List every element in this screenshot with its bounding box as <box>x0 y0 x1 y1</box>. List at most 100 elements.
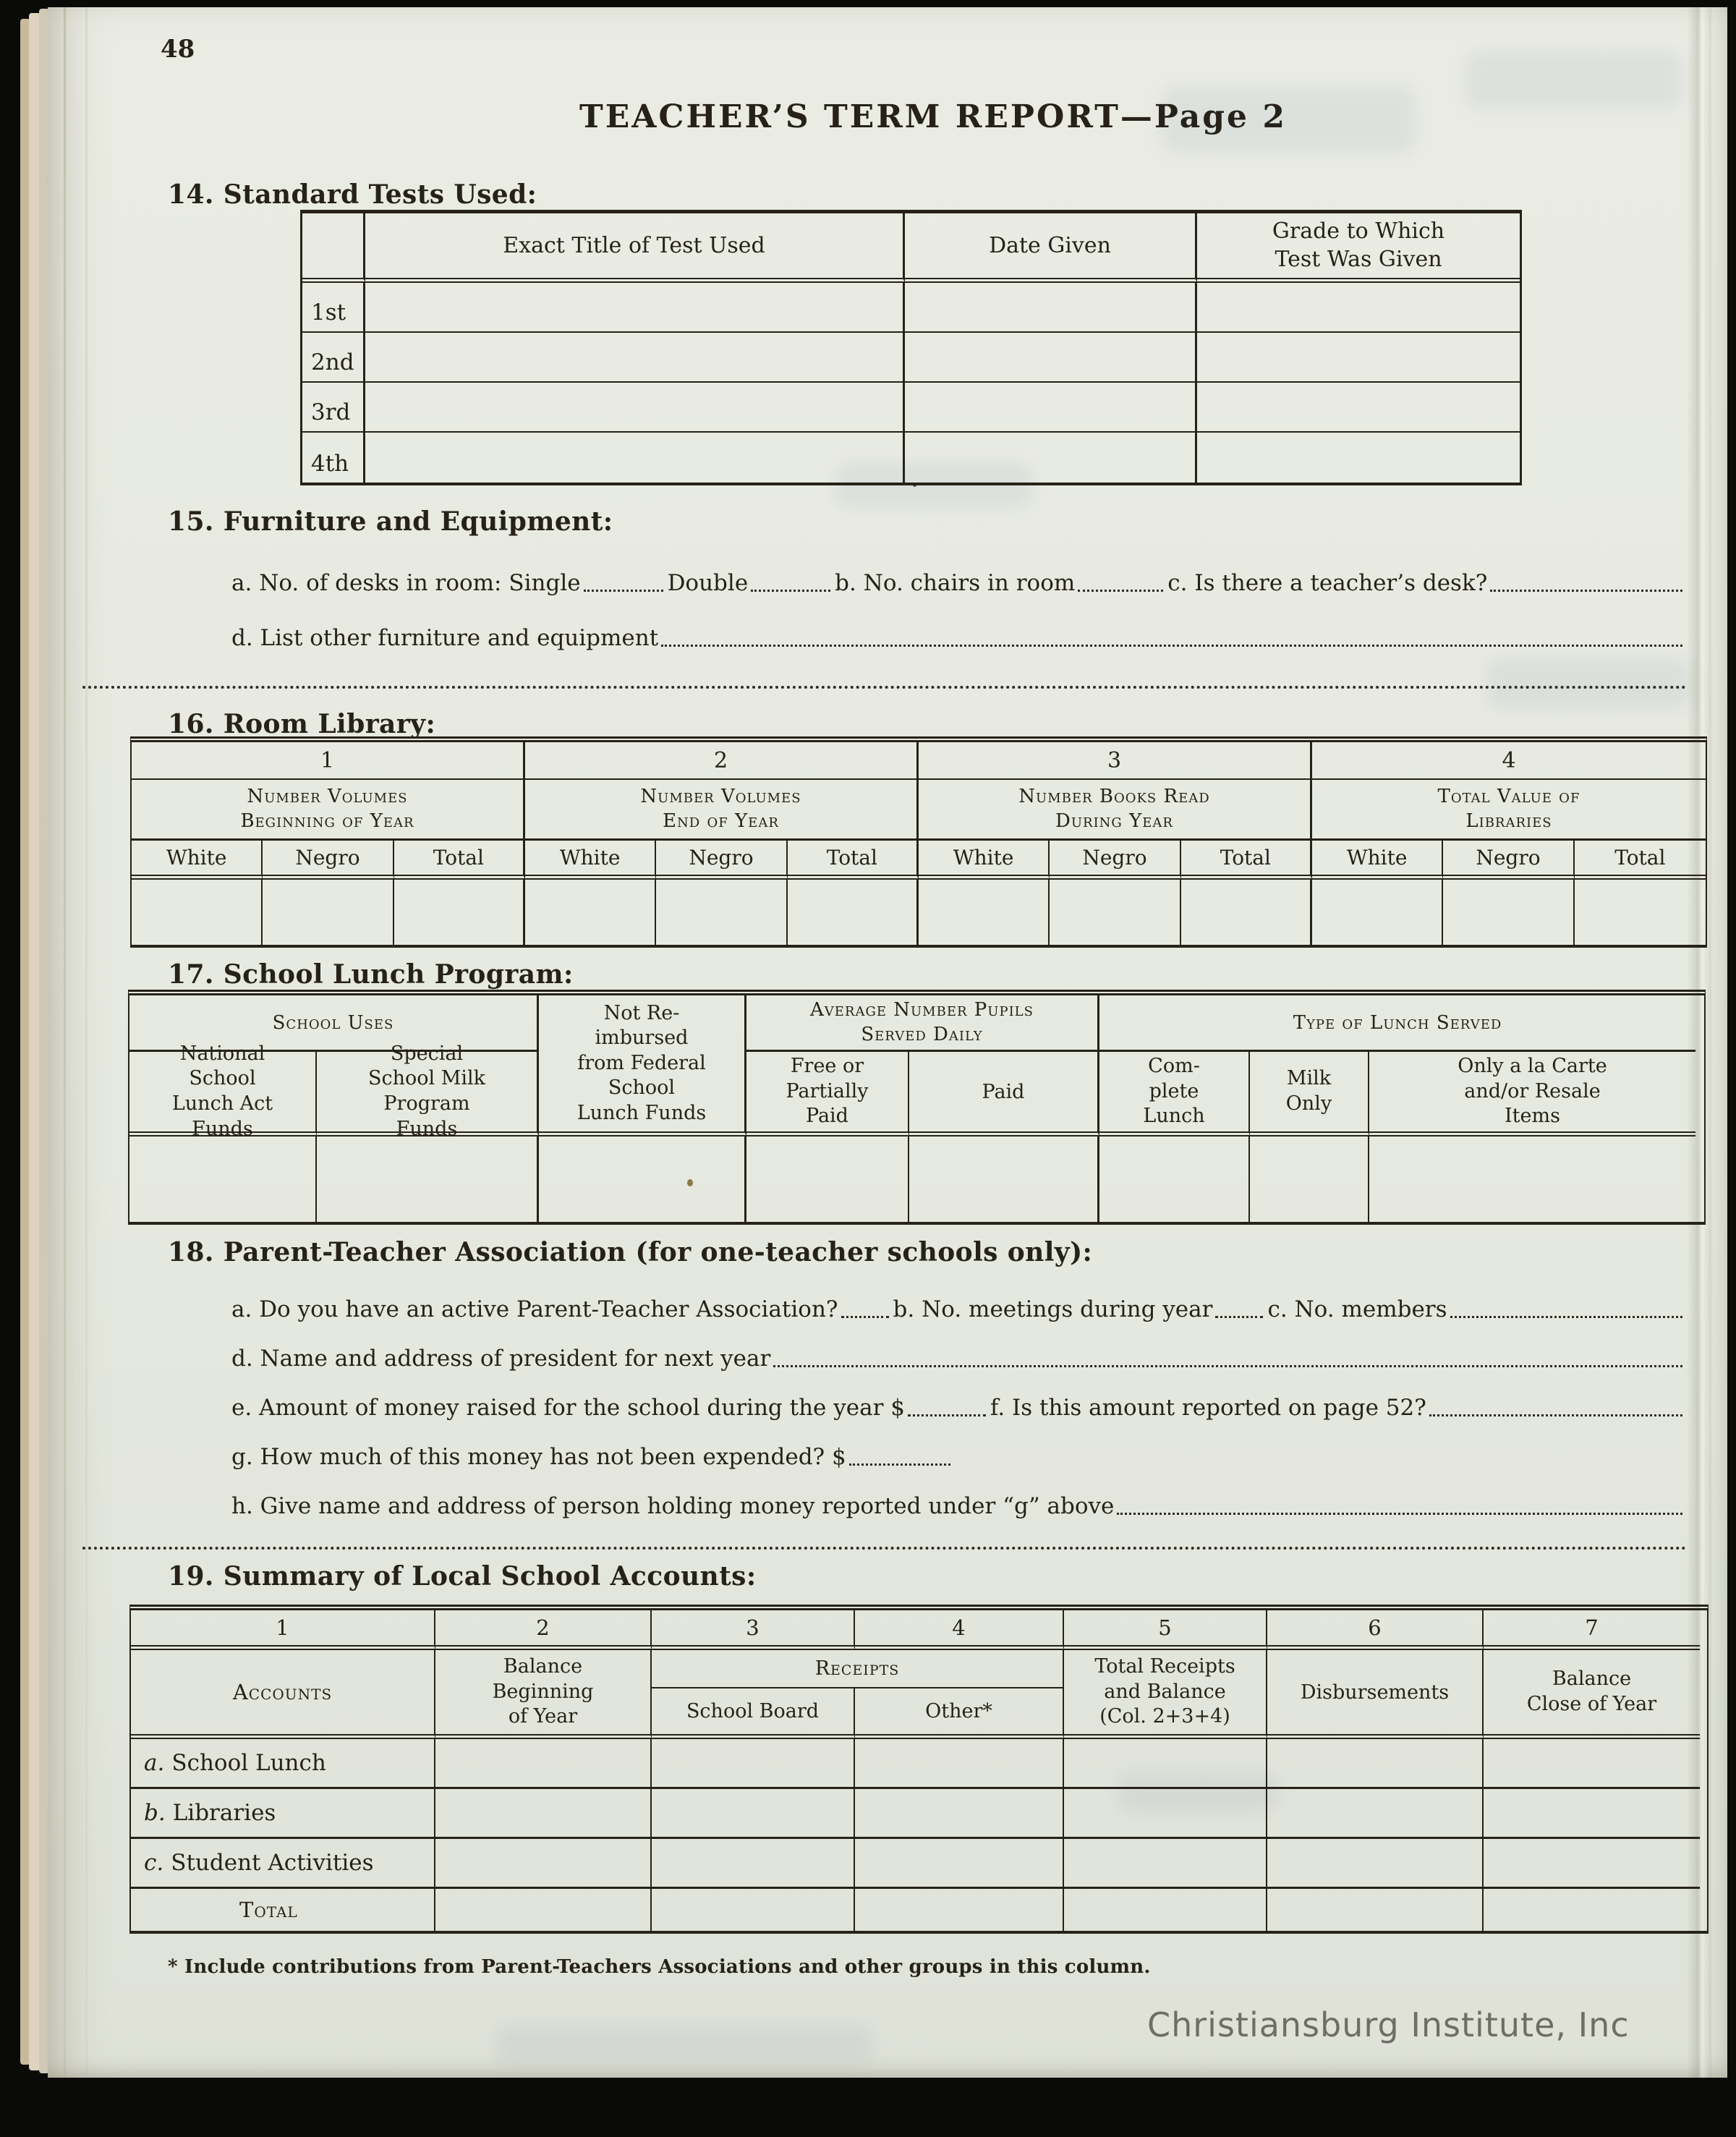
row-label-2nd: 2nd <box>302 333 365 383</box>
subcolumn-header-white: White <box>1311 841 1444 880</box>
blank-cell <box>905 433 1197 483</box>
account-row-label: b. Libraries <box>131 1789 435 1839</box>
column-header-milk-program-funds: Special School Milk Program Funds <box>317 1042 539 1140</box>
row-letter: c. <box>144 1850 164 1876</box>
column-header-grade: Grade to Which Test Was Given <box>1197 213 1520 283</box>
blank-cell <box>1064 1889 1267 1931</box>
dotted-blank <box>1215 1312 1264 1318</box>
subcolumn-header-negro: Negro <box>656 841 788 880</box>
table-corner-cell <box>302 213 365 283</box>
account-row-label: a. School Lunch <box>131 1739 435 1789</box>
blank-cell <box>919 880 1050 945</box>
dotted-blank <box>1078 586 1164 592</box>
dotted-blank <box>751 586 831 592</box>
blank-cell <box>1484 1839 1700 1889</box>
column-number: 4 <box>1311 742 1706 780</box>
blank-cell <box>435 1839 652 1889</box>
field-label-teachers-desk: c. Is there a teacher’s desk? <box>1167 570 1488 596</box>
blank-cell <box>855 1889 1064 1931</box>
column-header-not-reimbursed: Not Re- imbursed from Federal School Lun… <box>539 995 746 1137</box>
blank-cell <box>1197 333 1520 383</box>
blank-cell <box>1267 1839 1484 1889</box>
section-15-heading: 15. Furniture and Equipment: <box>168 506 613 537</box>
field-line-18a: a. Do you have an active Parent-Teacher … <box>231 1296 1687 1322</box>
column-header-disbursements: Disbursements <box>1267 1650 1484 1739</box>
blank-cell <box>1267 1789 1484 1839</box>
blank-cell <box>1197 383 1520 433</box>
field-line-18e: e. Amount of money raised for the school… <box>231 1395 1687 1421</box>
blank-cell <box>525 880 657 945</box>
page-curl-line <box>85 7 88 2078</box>
blank-cell <box>855 1739 1064 1789</box>
column-header-accounts: Accounts <box>131 1650 435 1739</box>
blank-cell <box>1369 1137 1695 1222</box>
page-curl-line <box>64 7 66 2078</box>
row-label-3rd: 3rd <box>302 383 365 433</box>
blank-cell <box>855 1789 1064 1839</box>
dotted-blank <box>583 586 663 592</box>
field-label-reported-page-52: f. Is this amount reported on page 52? <box>990 1395 1426 1421</box>
row-text: Student Activities <box>171 1850 374 1876</box>
column-header-school-board: School Board <box>652 1688 855 1739</box>
column-number: 1 <box>132 742 525 780</box>
blank-cell <box>435 1789 652 1839</box>
section-19-heading: 19. Summary of Local School Accounts: <box>168 1561 757 1592</box>
bleed-through-artifact <box>1465 51 1682 109</box>
blank-cell <box>317 1137 539 1222</box>
group-header-average-pupils: Average Number Pupils Served Daily <box>746 995 1099 1052</box>
subcolumn-header-white: White <box>918 841 1050 880</box>
blank-cell <box>855 1839 1064 1889</box>
blank-cell <box>539 1137 746 1222</box>
subcolumn-header-total: Total <box>1180 841 1312 880</box>
field-line-15a: a. No. of desks in room: Single Double b… <box>231 570 1687 596</box>
dotted-blank <box>1450 1312 1682 1318</box>
blank-cell <box>365 433 905 483</box>
column-number: 4 <box>855 1610 1064 1650</box>
bleed-through-artifact <box>1118 1772 1277 1812</box>
group-header-receipts: Receipts <box>652 1650 1064 1688</box>
column-header-balance-beginning: Balance Beginning of Year <box>435 1650 652 1739</box>
blank-cell <box>1484 1789 1700 1839</box>
blank-cell <box>909 1137 1099 1222</box>
field-label-members: c. No. members <box>1267 1296 1447 1322</box>
field-label-meetings: b. No. meetings during year <box>893 1296 1213 1322</box>
section-16-heading: 16. Room Library: <box>168 709 436 739</box>
page-number: 48 <box>161 35 195 64</box>
document-title: TEACHER’S TERM REPORT—Page 2 <box>579 98 1287 135</box>
column-header-a-la-carte: Only a la Carte and/or Resale Items <box>1369 1052 1695 1137</box>
group-header-volumes-beginning: Number Volumes Beginning of Year <box>132 780 525 841</box>
bleed-through-artifact <box>1162 87 1415 152</box>
blank-cell <box>788 880 919 945</box>
column-header-total-receipts: Total Receipts and Balance (Col. 2+3+4) <box>1064 1650 1267 1739</box>
column-header-paid: Paid <box>909 1052 1099 1137</box>
dotted-blank <box>773 1361 1682 1367</box>
blank-cell <box>1267 1739 1484 1789</box>
blank-cell <box>1181 880 1312 945</box>
blank-cell <box>1050 880 1181 945</box>
column-header-other: Other* <box>855 1688 1064 1739</box>
column-header-complete-lunch: Com- plete Lunch <box>1099 1052 1250 1137</box>
subcolumn-header-white: White <box>132 841 263 880</box>
blank-cell <box>905 383 1197 433</box>
blank-cell <box>652 1789 855 1839</box>
field-line-18h: h. Give name and address of person holdi… <box>231 1493 1687 1519</box>
page-stack-edge <box>29 13 41 2070</box>
group-header-total-value: Total Value of Libraries <box>1311 780 1706 841</box>
blank-cell <box>1312 880 1444 945</box>
subcolumn-header-total: Total <box>393 841 525 880</box>
column-number: 2 <box>435 1610 652 1650</box>
blank-cell <box>1197 433 1520 483</box>
field-line-18g: g. How much of this money has not been e… <box>231 1444 1687 1470</box>
subcolumn-header-white: White <box>524 841 657 880</box>
school-lunch-table: School Uses Not Re- imbursed from Federa… <box>128 990 1706 1225</box>
group-header-books-read: Number Books Read During Year <box>918 780 1312 841</box>
blank-cell <box>652 1739 855 1789</box>
archive-watermark: Christiansburg Institute, Inc <box>1147 2005 1630 2044</box>
subcolumn-header-total: Total <box>787 841 919 880</box>
blank-cell <box>746 1137 909 1222</box>
column-number: 2 <box>524 742 919 780</box>
column-number: 5 <box>1064 1610 1267 1650</box>
dotted-continuation-line <box>82 1547 1687 1550</box>
blank-cell <box>365 283 905 333</box>
